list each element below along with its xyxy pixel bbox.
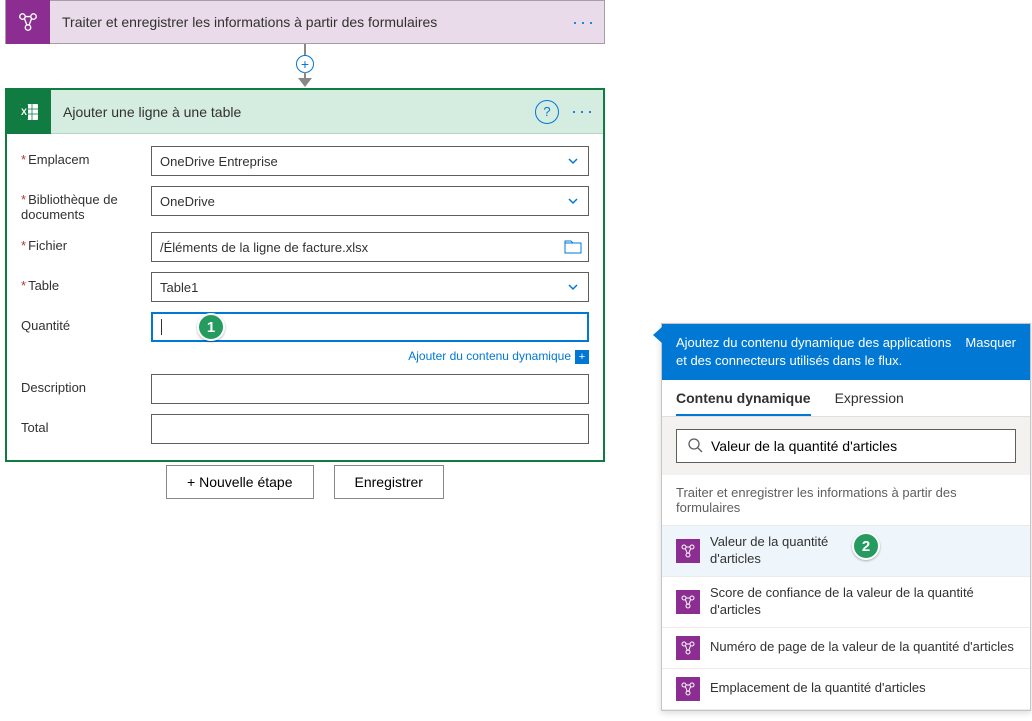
file-value: /Éléments de la ligne de facture.xlsx xyxy=(160,240,368,255)
field-row-quantite: Quantité 1 xyxy=(21,312,589,342)
dynamic-content-panel: Ajoutez du contenu dynamique des applica… xyxy=(661,323,1031,711)
insert-step-button[interactable]: + xyxy=(296,55,314,73)
new-step-button[interactable]: + Nouvelle étape xyxy=(166,465,313,499)
callout-badge-1: 1 xyxy=(197,313,225,341)
dynamic-content-item[interactable]: Numéro de page de la valeur de la quanti… xyxy=(662,628,1030,669)
action-title: Ajouter une ligne à une table xyxy=(51,104,535,120)
label-text: Bibliothèque de documents xyxy=(21,192,118,222)
add-dynamic-content-link[interactable]: Ajouter du contenu dynamique xyxy=(408,349,571,363)
field-row-bibliotheque: *Bibliothèque de documents OneDrive xyxy=(21,186,589,222)
search-box[interactable] xyxy=(676,429,1016,463)
aibuilder-icon xyxy=(676,539,700,563)
folder-icon xyxy=(564,240,582,254)
field-row-emplacement: *Emplacem OneDrive Entreprise xyxy=(21,146,589,176)
trigger-card[interactable]: Traiter et enregistrer les informations … xyxy=(5,0,605,44)
hide-panel-link[interactable]: Masquer xyxy=(965,334,1016,352)
chevron-down-icon xyxy=(566,194,580,208)
dynamic-content-item[interactable]: Emplacement de la quantité d'articles xyxy=(662,669,1030,710)
label-text: Description xyxy=(21,380,86,395)
text-cursor xyxy=(161,319,162,335)
section-title: Traiter et enregistrer les informations … xyxy=(662,475,1030,526)
field-row-description: Description xyxy=(21,374,589,404)
select-value: Table1 xyxy=(160,280,198,295)
dynamic-content-item[interactable]: Score de confiance de la valeur de la qu… xyxy=(662,577,1030,628)
panel-tabs: Contenu dynamique Expression xyxy=(662,380,1030,417)
action-header[interactable]: X Ajouter une ligne à une table ? ··· xyxy=(7,90,603,134)
label-text: Table xyxy=(28,278,59,293)
dynamic-item-label: Emplacement de la quantité d'articles xyxy=(710,680,926,697)
chevron-down-icon xyxy=(566,154,580,168)
panel-header-text: Ajoutez du contenu dynamique des applica… xyxy=(676,334,965,370)
save-button[interactable]: Enregistrer xyxy=(334,465,444,499)
dynamic-content-link-row: Ajouter du contenu dynamique + xyxy=(21,348,589,364)
field-label: Total xyxy=(21,414,151,435)
select-value: OneDrive Entreprise xyxy=(160,154,278,169)
dynamic-items-list: Valeur de la quantité d'articles2 Score d… xyxy=(662,526,1030,710)
description-input[interactable] xyxy=(151,374,589,404)
panel-pointer xyxy=(653,327,662,343)
bibliotheque-select[interactable]: OneDrive xyxy=(151,186,589,216)
dynamic-content-item[interactable]: Valeur de la quantité d'articles2 xyxy=(662,526,1030,577)
help-icon[interactable]: ? xyxy=(535,100,559,124)
tab-dynamic-content[interactable]: Contenu dynamique xyxy=(676,380,811,416)
field-label: *Bibliothèque de documents xyxy=(21,186,151,222)
svg-text:X: X xyxy=(21,107,27,117)
action-card: X Ajouter une ligne à une table ? ··· *E… xyxy=(5,88,605,462)
aibuilder-icon xyxy=(6,0,50,44)
callout-badge-2: 2 xyxy=(852,532,880,560)
table-select[interactable]: Table1 xyxy=(151,272,589,302)
total-input[interactable] xyxy=(151,414,589,444)
field-row-table: *Table Table1 xyxy=(21,272,589,302)
field-label: *Emplacem xyxy=(21,146,151,167)
label-text: Total xyxy=(21,420,48,435)
panel-header: Ajoutez du contenu dynamique des applica… xyxy=(662,324,1030,380)
label-text: Fichier xyxy=(28,238,67,253)
select-value: OneDrive xyxy=(160,194,215,209)
field-row-fichier: *Fichier /Éléments de la ligne de factur… xyxy=(21,232,589,262)
search-wrap xyxy=(662,417,1030,475)
bottom-buttons: + Nouvelle étape Enregistrer xyxy=(5,465,605,499)
emplacement-select[interactable]: OneDrive Entreprise xyxy=(151,146,589,176)
field-label: *Fichier xyxy=(21,232,151,253)
label-text: Quantité xyxy=(21,318,70,333)
search-input[interactable] xyxy=(711,438,1005,454)
tab-expression[interactable]: Expression xyxy=(835,380,904,416)
aibuilder-icon xyxy=(676,636,700,660)
fichier-picker[interactable]: /Éléments de la ligne de facture.xlsx xyxy=(151,232,589,262)
action-menu-button[interactable]: ··· xyxy=(563,90,603,133)
field-label: Quantité xyxy=(21,312,151,333)
dynamic-item-label: Valeur de la quantité d'articles xyxy=(710,534,850,568)
trigger-title: Traiter et enregistrer les informations … xyxy=(50,14,564,30)
plus-icon: + xyxy=(575,350,589,364)
field-label: Description xyxy=(21,374,151,395)
aibuilder-icon xyxy=(676,677,700,701)
aibuilder-icon xyxy=(676,590,700,614)
arrow-icon xyxy=(298,78,312,87)
field-row-total: Total xyxy=(21,414,589,444)
field-label: *Table xyxy=(21,272,151,293)
label-text: Emplacem xyxy=(28,152,89,167)
trigger-menu-button[interactable]: ··· xyxy=(564,1,604,43)
chevron-down-icon xyxy=(566,280,580,294)
excel-icon: X xyxy=(7,90,51,134)
dynamic-item-label: Score de confiance de la valeur de la qu… xyxy=(710,585,1016,619)
action-body: *Emplacem OneDrive Entreprise *Bibliothè… xyxy=(7,134,603,460)
dynamic-item-label: Numéro de page de la valeur de la quanti… xyxy=(710,639,1014,656)
search-icon xyxy=(687,437,703,456)
